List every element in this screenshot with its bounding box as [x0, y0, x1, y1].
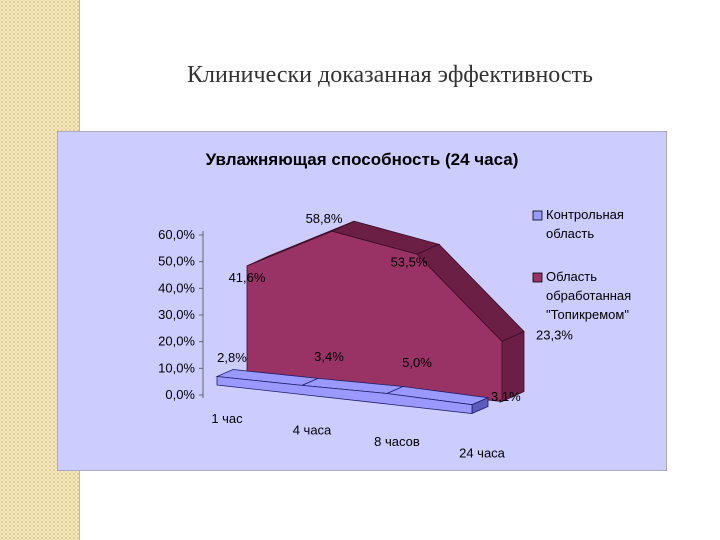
x-tick-label: 24 часа: [459, 446, 506, 461]
legend: Контрольная область Область обработанная…: [532, 207, 635, 322]
y-tick-label: 10,0%: [158, 360, 195, 375]
data-label-treated: 41,6%: [229, 270, 266, 285]
data-label-control: 3,1%: [491, 389, 521, 404]
y-axis-ticks: 0,0% 10,0% 20,0% 30,0% 40,0% 50,0% 60,0%: [158, 227, 203, 402]
series-treated-labels: 41,6% 58,8% 53,5% 23,3%: [229, 211, 574, 342]
x-tick-label: 8 часов: [374, 434, 420, 449]
data-label-treated: 58,8%: [306, 211, 343, 226]
data-label-control: 2,8%: [217, 350, 247, 365]
legend-swatch-treated: [532, 272, 543, 283]
x-tick-label: 1 час: [211, 411, 243, 426]
legend-label-control: Контрольная область: [546, 207, 628, 241]
y-tick-label: 30,0%: [158, 307, 195, 322]
y-tick-label: 60,0%: [158, 227, 195, 242]
data-label-treated: 23,3%: [536, 328, 573, 343]
x-tick-label: 4 часа: [293, 423, 332, 438]
y-tick-label: 40,0%: [158, 280, 195, 295]
data-label-treated: 53,5%: [391, 254, 428, 269]
area-chart: Увлажняющая способность (24 часа) 0,0% 10…: [56, 130, 668, 472]
y-tick-label: 0,0%: [165, 387, 195, 402]
legend-swatch-control: [532, 210, 543, 221]
y-tick-label: 20,0%: [158, 334, 195, 349]
data-label-control: 5,0%: [402, 355, 432, 370]
x-axis-labels: 1 час 4 часа 8 часов 24 часа: [211, 411, 505, 461]
series-control-labels: 2,8% 3,4% 5,0% 3,1%: [217, 349, 521, 404]
slide-title: Клинически доказанная эффективность: [187, 62, 593, 88]
y-tick-label: 50,0%: [158, 254, 195, 269]
legend-label-treated: Область обработанная "Топикремом": [546, 269, 635, 322]
series-treated: [246, 220, 525, 403]
chart-title: Увлажняющая способность (24 часа): [206, 150, 519, 169]
data-label-control: 3,4%: [314, 349, 344, 364]
chart-container: Увлажняющая способность (24 часа) 0,0% 10…: [56, 130, 668, 472]
series-control: [215, 369, 490, 415]
control-front-face: [216, 376, 473, 414]
